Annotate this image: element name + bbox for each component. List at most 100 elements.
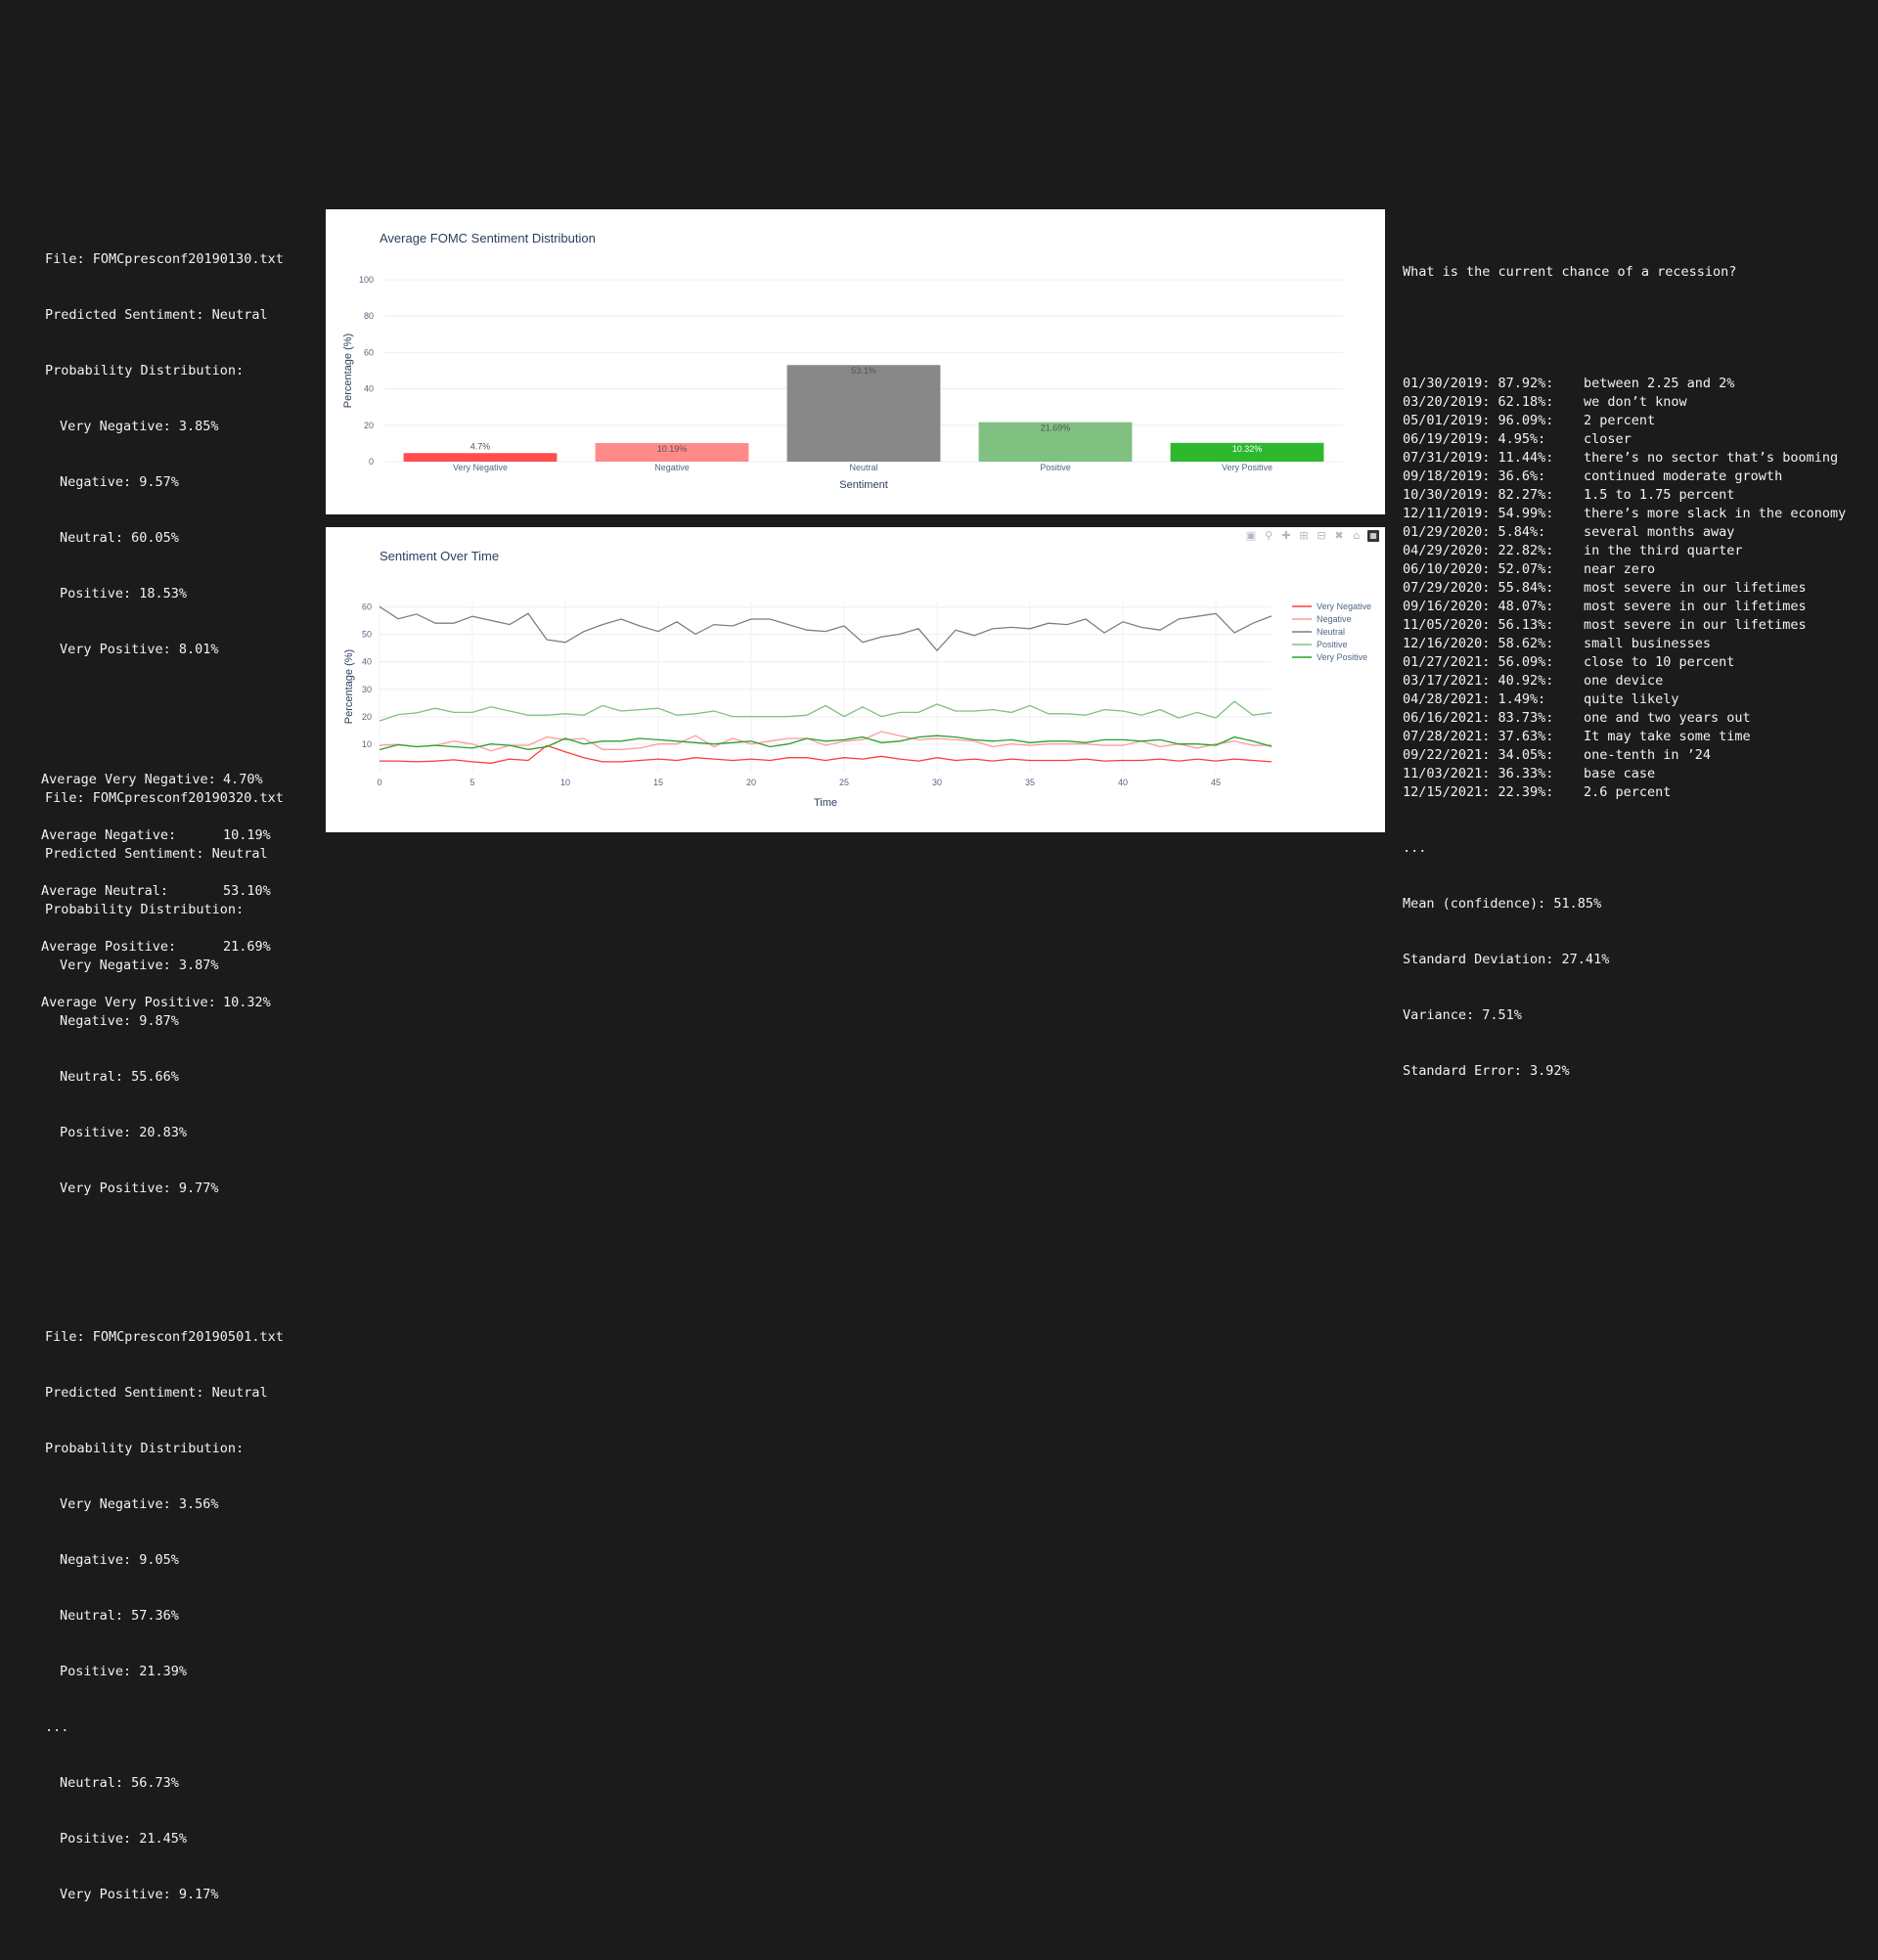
distribution-header: Probability Distribution: xyxy=(45,363,245,379)
x-tick-label: 45 xyxy=(1211,778,1221,787)
zoom-out-icon[interactable]: ⊟ xyxy=(1317,529,1326,542)
prob-line: Negative: 9.57% xyxy=(60,474,179,490)
y-tick-label: 40 xyxy=(362,657,372,667)
recession-date-prob: 06/10/2020: 52.07%: xyxy=(1403,561,1554,577)
recession-date-prob: 09/18/2019: 36.6%: xyxy=(1403,468,1546,484)
recession-row: 11/05/2020: 56.13%: most severe in our li… xyxy=(1403,616,1862,635)
average-row: Average Very Negative: 4.70% xyxy=(41,771,325,789)
y-tick-label: 20 xyxy=(362,712,372,722)
recession-date-prob: 07/31/2019: 11.44%: xyxy=(1403,450,1554,466)
prob-line: Neutral: 55.66% xyxy=(60,1069,179,1085)
x-tick-label: Very Negative xyxy=(453,463,508,472)
bar-chart[interactable]: Average FOMC Sentiment Distribution 0 20 40… xyxy=(326,209,1385,514)
recession-phrase: one-tenth in ’24 xyxy=(1584,747,1712,763)
y-tick-label: 100 xyxy=(359,275,374,285)
predicted-sentiment: Predicted Sentiment: Neutral xyxy=(45,1385,268,1401)
predicted-sentiment: Predicted Sentiment: Neutral xyxy=(45,846,268,862)
recession-row: 07/29/2020: 55.84%: most severe in our li… xyxy=(1403,579,1862,598)
recession-phrase: most severe in our lifetimes xyxy=(1584,617,1807,633)
line-chart-panel[interactable]: Sentiment Over Time 10 20 30 40 50 60 0 5 10 15 20 2… xyxy=(326,527,1385,832)
recession-row: 09/18/2019: 36.6%: continued moderate gro… xyxy=(1403,468,1862,486)
file-name: File: FOMCpresconf20190320.txt xyxy=(45,790,284,806)
recession-phrase: there’s more slack in the economy xyxy=(1584,506,1847,521)
y-tick-label: 60 xyxy=(364,347,374,357)
recession-row: 03/17/2021: 40.92%: one device xyxy=(1403,672,1862,690)
chart-title: Average FOMC Sentiment Distribution xyxy=(380,231,596,245)
average-value: 10.19% xyxy=(223,827,271,843)
bar-chart-panel[interactable]: Average FOMC Sentiment Distribution 0 20 40… xyxy=(326,209,1385,514)
recession-phrase: 1.5 to 1.75 percent xyxy=(1584,487,1735,503)
x-tick-label: Very Positive xyxy=(1222,463,1273,472)
recession-row: 03/20/2019: 62.18%: we don’t know xyxy=(1403,393,1862,412)
recession-row: 01/27/2021: 56.09%: close to 10 percent xyxy=(1403,653,1862,672)
recession-date-prob: 12/15/2021: 22.39%: xyxy=(1403,784,1554,800)
recession-row: 12/11/2019: 54.99%: there’s more slack in… xyxy=(1403,505,1862,523)
recession-phrase: we don’t know xyxy=(1584,394,1687,410)
recession-phrase: small businesses xyxy=(1584,636,1712,651)
file-name: File: FOMCpresconf20190501.txt xyxy=(45,1329,284,1345)
recession-phrase: between 2.25 and 2% xyxy=(1584,376,1735,391)
series-line-negative xyxy=(379,731,1272,752)
recession-row: 06/19/2019: 4.95%: closer xyxy=(1403,430,1862,449)
y-tick-label: 80 xyxy=(364,311,374,321)
chart-title: Sentiment Over Time xyxy=(380,549,499,563)
file-block-3: File: FOMCpresconf20190501.txt Predicted… xyxy=(45,1291,329,1941)
plotly-logo[interactable]: ▦ xyxy=(1367,530,1379,542)
zoom-in-icon[interactable]: ⊞ xyxy=(1299,529,1309,542)
prob-line: Very Negative: 3.56% xyxy=(60,1496,219,1512)
line-chart[interactable]: Sentiment Over Time 10 20 30 40 50 60 0 5 10 15 20 2… xyxy=(326,527,1385,832)
x-tick-label: 5 xyxy=(470,778,474,787)
bar-negative xyxy=(595,443,749,462)
recession-phrase: 2 percent xyxy=(1584,413,1656,428)
predicted-sentiment: Predicted Sentiment: Neutral xyxy=(45,307,268,323)
prob-line: Very Negative: 3.85% xyxy=(60,419,219,434)
prob-line: Positive: 21.39% xyxy=(60,1664,188,1679)
recession-row: 07/31/2019: 11.44%: there’s no sector tha… xyxy=(1403,449,1862,468)
x-tick-label: 0 xyxy=(377,778,381,787)
recession-row: 01/29/2020: 5.84%: several months away xyxy=(1403,523,1862,542)
recession-phrase: one and two years out xyxy=(1584,710,1751,726)
recession-phrase: continued moderate growth xyxy=(1584,468,1783,484)
x-tick-label: 15 xyxy=(653,778,663,787)
home-icon[interactable]: ⌂ xyxy=(1353,529,1361,542)
recession-row: 01/30/2019: 87.92%: between 2.25 and 2% xyxy=(1403,375,1862,393)
recession-row: 04/29/2020: 22.82%: in the third quarter xyxy=(1403,542,1862,560)
series-line-very-negative xyxy=(380,744,1273,764)
recession-row: 11/03/2021: 36.33%: base case xyxy=(1403,765,1862,783)
pan-icon[interactable]: ✚ xyxy=(1281,529,1291,542)
camera-icon[interactable]: ▣ xyxy=(1245,529,1257,542)
recession-date-prob: 01/30/2019: 87.92%: xyxy=(1403,376,1554,391)
bar-value-label: 10.32% xyxy=(1232,444,1263,454)
average-label: Average Very Negative: xyxy=(41,772,216,787)
average-value: 21.69% xyxy=(223,939,271,955)
recession-phrase: most severe in our lifetimes xyxy=(1584,599,1807,614)
legend-label: Very Negative xyxy=(1317,601,1371,611)
x-tick-label: 25 xyxy=(839,778,849,787)
y-axis-title: Percentage (%) xyxy=(343,649,355,724)
recession-date-prob: 11/05/2020: 56.13%: xyxy=(1403,617,1554,633)
recession-date-prob: 01/27/2021: 56.09%: xyxy=(1403,654,1554,670)
recession-phrase: near zero xyxy=(1584,561,1656,577)
distribution-header: Probability Distribution: xyxy=(45,902,245,917)
recession-phrase: It may take some time xyxy=(1584,729,1751,744)
y-axis-title: Percentage (%) xyxy=(342,334,354,408)
x-tick-label: 40 xyxy=(1118,778,1128,787)
recession-date-prob: 11/03/2021: 36.33%: xyxy=(1403,766,1554,781)
zoom-icon[interactable]: ⚲ xyxy=(1264,529,1274,542)
legend-label: Negative xyxy=(1317,614,1352,624)
recession-row: 06/10/2020: 52.07%: near zero xyxy=(1403,560,1862,579)
average-label: Average Negative: xyxy=(41,827,177,843)
prob-line: Very Negative: 3.87% xyxy=(60,958,219,973)
prob-line: Very Positive: 9.17% xyxy=(60,1887,219,1902)
y-tick-label: 60 xyxy=(362,602,372,612)
x-tick-label: 30 xyxy=(932,778,942,787)
recession-row: 04/28/2021: 1.49%: quite likely xyxy=(1403,690,1862,709)
ellipsis: ... xyxy=(1403,840,1427,856)
y-tick-label: 40 xyxy=(364,384,374,394)
series-line-very-positive xyxy=(379,735,1273,751)
recession-date-prob: 07/28/2021: 37.63%: xyxy=(1403,729,1554,744)
autoscale-icon[interactable]: ✖ xyxy=(1334,529,1344,542)
average-row: Average Positive: 21.69% xyxy=(41,938,325,957)
y-tick-label: 50 xyxy=(362,630,372,640)
recession-phrase: in the third quarter xyxy=(1584,543,1743,558)
